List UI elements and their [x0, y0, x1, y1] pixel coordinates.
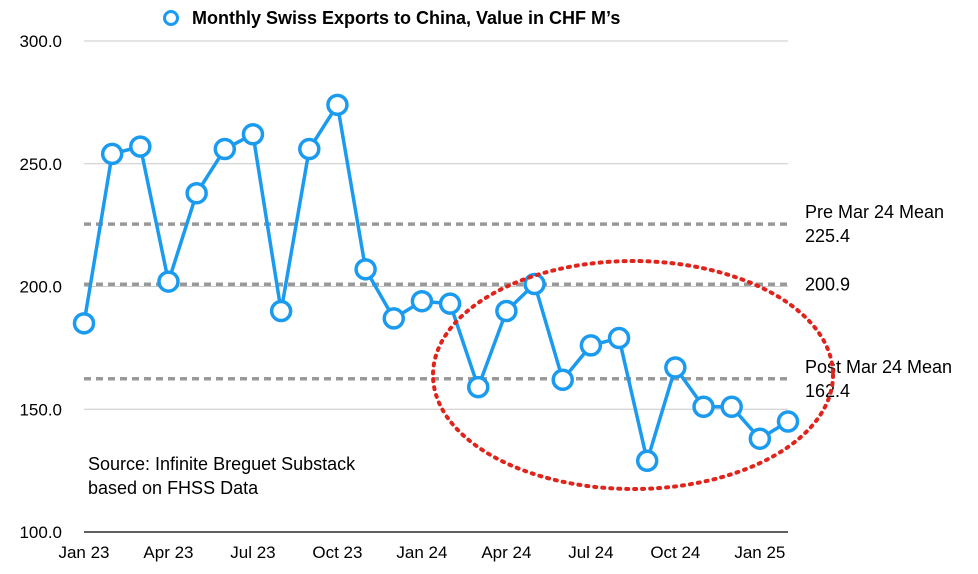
highlight-ellipse	[431, 259, 835, 491]
data-point	[692, 395, 715, 419]
legend-label: Monthly Swiss Exports to China, Value in…	[192, 8, 620, 28]
y-tick-label: 200.0	[19, 278, 62, 297]
y-tick-label: 100.0	[19, 523, 62, 542]
data-point	[664, 356, 687, 379]
legend-marker	[163, 10, 179, 26]
y-tick-label: 150.0	[19, 400, 62, 419]
x-tick-label: Oct 23	[312, 543, 362, 562]
data-point	[720, 395, 743, 419]
data-point	[748, 427, 772, 450]
series-line	[72, 93, 800, 473]
data-point	[326, 93, 349, 117]
data-point	[607, 326, 631, 350]
data-point	[157, 270, 180, 293]
mean-line-label: Post Mar 24 Mean	[805, 357, 952, 377]
data-point	[495, 299, 518, 323]
data-point	[354, 258, 377, 281]
data-point	[185, 181, 208, 205]
y-tick-label: 300.0	[19, 32, 62, 51]
data-point	[298, 137, 321, 161]
x-tick-label: Jul 24	[568, 543, 613, 562]
y-axis-tick-labels: 300.0 250.0 200.0 150.0 100.0	[19, 32, 62, 542]
x-tick-label: Jan 24	[396, 543, 447, 562]
mean-line-label: 200.9	[805, 274, 850, 294]
gridlines	[84, 40, 788, 533]
data-point	[579, 334, 603, 357]
data-point	[410, 289, 434, 313]
data-point	[72, 312, 96, 335]
data-point	[635, 449, 659, 473]
data-point	[241, 123, 265, 146]
data-point	[551, 368, 574, 392]
legend: Monthly Swiss Exports to China, Value in…	[163, 8, 620, 28]
x-tick-label: Jan 25	[734, 543, 785, 562]
mean-line-label: 162.4	[805, 381, 850, 401]
data-point	[129, 135, 152, 158]
mean-line-label: 225.4	[805, 226, 850, 246]
data-point	[269, 299, 293, 323]
data-point	[438, 292, 462, 315]
data-point	[776, 410, 800, 433]
y-tick-label: 250.0	[19, 155, 62, 174]
x-tick-label: Apr 24	[481, 543, 531, 562]
x-axis-tick-labels: Jan 23 Apr 23 Jul 23 Oct 23 Jan 24 Apr 24 Jul …	[58, 543, 785, 562]
mean-line-label: Pre Mar 24 Mean	[805, 202, 944, 222]
data-point	[213, 137, 237, 161]
x-tick-label: Apr 23	[143, 543, 193, 562]
data-point	[466, 375, 490, 399]
x-tick-label: Jul 23	[230, 543, 275, 562]
source-annotation-line-2: based on FHSS Data	[88, 478, 259, 498]
highlight-ellipse-shape	[431, 259, 835, 491]
source-annotation: Source: Infinite Breguet Substack based …	[88, 454, 356, 498]
data-point	[100, 142, 124, 166]
x-tick-label: Jan 23	[58, 543, 109, 562]
data-point	[382, 307, 406, 330]
source-annotation-line-1: Source: Infinite Breguet Substack	[88, 454, 356, 474]
x-tick-label: Oct 24	[650, 543, 700, 562]
mean-reference-lines: Pre Mar 24 Mean 225.4 200.9 Post Mar 24 Mea…	[84, 202, 952, 401]
